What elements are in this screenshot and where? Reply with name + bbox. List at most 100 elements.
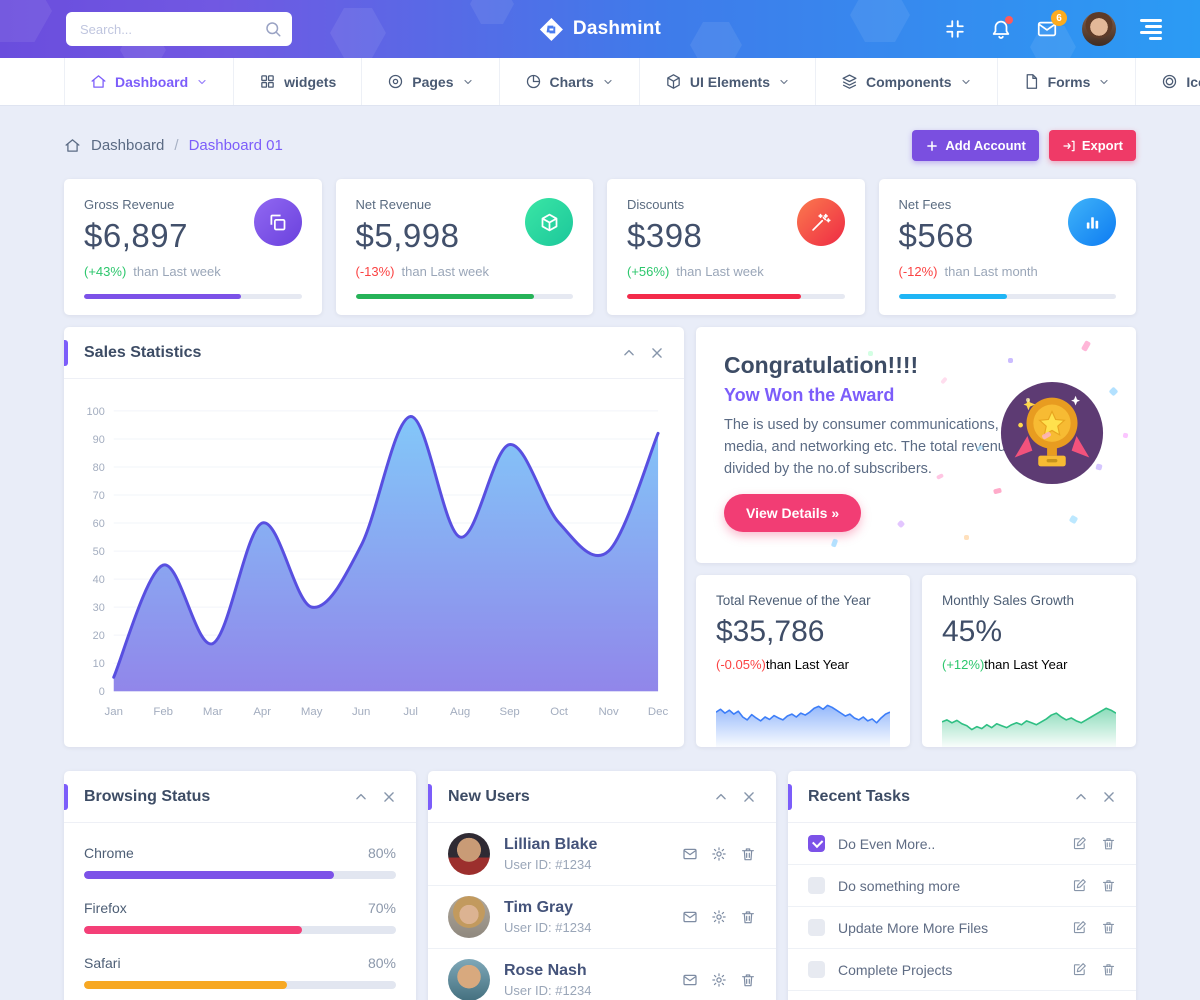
task-checkbox[interactable] [808, 919, 825, 936]
gear-icon[interactable] [711, 972, 727, 988]
close-icon[interactable] [1102, 790, 1116, 804]
pie-chart-icon [525, 73, 542, 90]
stat-period: than Last week [133, 264, 221, 279]
congrats-subtitle: Yow Won the Award [724, 385, 895, 405]
trash-icon[interactable] [1101, 878, 1116, 893]
user-avatar [448, 833, 490, 875]
svg-text:0: 0 [99, 686, 105, 698]
collapse-chevron-up-icon[interactable] [622, 346, 636, 360]
close-icon[interactable] [382, 790, 396, 804]
brand-name: Dashmint [572, 18, 662, 39]
confetti-decor [897, 519, 906, 528]
user-id: User ID: #1234 [504, 857, 592, 872]
nav-item-pages[interactable]: Pages [362, 58, 500, 105]
browser-progress-track [84, 871, 396, 879]
panel-title: Browsing Status [84, 787, 211, 805]
stat-title: Discounts [627, 197, 685, 212]
trash-icon[interactable] [1101, 836, 1116, 851]
task-checkbox[interactable] [808, 835, 825, 852]
nav-item-icons[interactable]: Icons [1136, 58, 1200, 105]
notification-dot [1005, 16, 1013, 24]
stat-title: Net Revenue [355, 197, 432, 212]
task-row: Finish Something [788, 991, 1136, 1000]
user-avatar[interactable] [1082, 12, 1116, 46]
mail-icon[interactable] [682, 909, 698, 925]
user-name: Rose Nash [504, 962, 587, 979]
fullscreen-icon[interactable] [944, 18, 966, 40]
breadcrumb-current[interactable]: Dashboard 01 [188, 137, 283, 154]
cube-icon [525, 198, 573, 246]
breadcrumb-root[interactable]: Dashboard [91, 137, 165, 154]
stat-card-net-revenue: Net Revenue $5,998 (-13%) than Last week [335, 179, 593, 315]
mail-icon[interactable] [682, 846, 698, 862]
search-box [66, 12, 292, 46]
stat-progress-track [627, 294, 845, 299]
confetti-decor [1122, 432, 1129, 439]
collapse-chevron-up-icon[interactable] [714, 790, 728, 804]
trash-icon[interactable] [740, 909, 756, 925]
svg-text:Jan: Jan [105, 706, 123, 718]
export-button[interactable]: Export [1048, 130, 1136, 161]
svg-text:10: 10 [93, 658, 105, 670]
trash-icon[interactable] [1101, 962, 1116, 977]
stat-value: $5,998 [355, 217, 460, 254]
chevron-down-icon [960, 76, 972, 88]
panel-header: Browsing Status [64, 771, 416, 823]
congratulation-card: Congratulation!!!! Yow Won the Award The… [696, 327, 1136, 563]
browser-percent: 80% [367, 845, 396, 861]
collapse-chevron-up-icon[interactable] [1074, 790, 1088, 804]
brand[interactable]: Dashmint [539, 0, 661, 58]
hexagon-decor [690, 22, 742, 58]
close-icon[interactable] [650, 346, 664, 360]
browser-progress-fill [84, 871, 334, 879]
edit-icon[interactable] [1072, 962, 1087, 977]
task-checkbox[interactable] [808, 877, 825, 894]
trophy-award-icon [1000, 381, 1104, 485]
user-name: Lillian Blake [504, 836, 598, 853]
trash-icon[interactable] [740, 846, 756, 862]
edit-icon[interactable] [1072, 920, 1087, 935]
edit-icon[interactable] [1072, 878, 1087, 893]
nav-item-forms[interactable]: Forms [998, 58, 1137, 105]
nav-item-components[interactable]: Components [816, 58, 998, 105]
user-list-item: Lillian Blake User ID: #1234 [428, 823, 776, 886]
nav-item-ui-elements[interactable]: UI Elements [640, 58, 816, 105]
stat-value: $6,897 [84, 217, 188, 254]
add-account-button[interactable]: Add Account [912, 130, 1039, 161]
hexagon-decor [850, 0, 910, 42]
stat-period: than Last month [944, 264, 1038, 279]
mail-icon[interactable] [682, 972, 698, 988]
browser-progress-fill [84, 926, 303, 934]
gear-icon[interactable] [711, 846, 727, 862]
nav-item-dashboard[interactable]: Dashboard [64, 58, 235, 105]
task-label: Update More More Files [838, 919, 989, 936]
summary-title: Total Revenue of the Year [716, 593, 871, 608]
task-checkbox[interactable] [808, 961, 825, 978]
congrats-body: The is used by consumer communications, … [724, 417, 1041, 477]
collapse-chevron-up-icon[interactable] [354, 790, 368, 804]
stat-progress-fill [898, 294, 1008, 299]
nav-item-widgets[interactable]: widgets [234, 58, 363, 105]
messages-mail-icon[interactable]: 6 [1036, 10, 1067, 40]
trash-icon[interactable] [740, 972, 756, 988]
header-actions: 6 [944, 10, 1162, 46]
brand-logo-icon [539, 17, 563, 41]
browser-name: Safari [84, 955, 121, 971]
stat-value: $398 [627, 217, 703, 254]
stat-period: than Last week [676, 264, 764, 279]
stat-period: than Last week [401, 264, 489, 279]
gear-icon[interactable] [711, 909, 727, 925]
notifications-bell-icon[interactable] [990, 16, 1013, 40]
browser-name: Chrome [84, 845, 134, 861]
edit-icon[interactable] [1072, 836, 1087, 851]
close-icon[interactable] [742, 790, 756, 804]
bar-chart-icon [1068, 198, 1116, 246]
user-id: User ID: #1234 [504, 983, 592, 998]
search-input[interactable] [66, 12, 292, 46]
trash-icon[interactable] [1101, 920, 1116, 935]
user-avatar [448, 896, 490, 938]
view-details-button[interactable]: View Details » [724, 494, 862, 533]
user-name: Tim Gray [504, 899, 574, 916]
nav-item-charts[interactable]: Charts [500, 58, 640, 105]
sidebar-toggle-icon[interactable] [1140, 18, 1162, 40]
